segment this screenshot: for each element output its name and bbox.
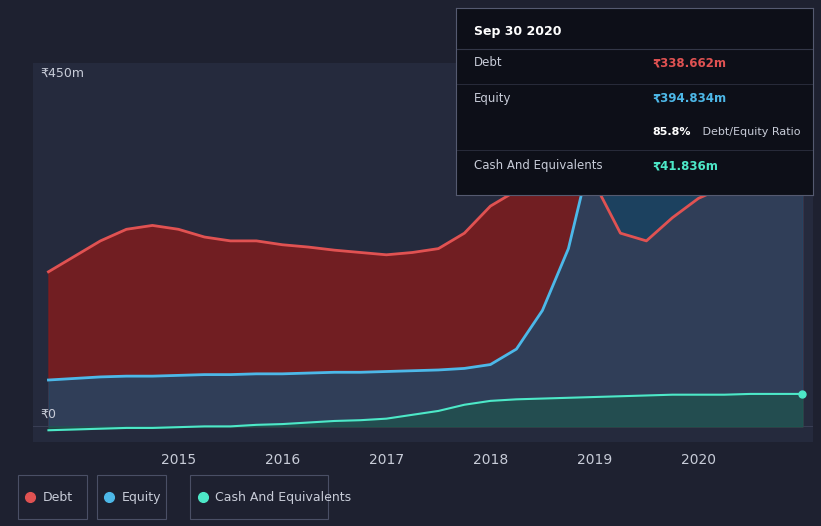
Text: Equity: Equity xyxy=(122,491,161,503)
Text: 85.8%: 85.8% xyxy=(652,127,690,137)
Text: ₹394.834m: ₹394.834m xyxy=(652,92,727,105)
Text: Cash And Equivalents: Cash And Equivalents xyxy=(215,491,351,503)
Text: Equity: Equity xyxy=(474,92,511,105)
Text: Sep 30 2020: Sep 30 2020 xyxy=(474,25,561,38)
Text: ₹0: ₹0 xyxy=(41,408,57,421)
Text: Debt/Equity Ratio: Debt/Equity Ratio xyxy=(699,127,800,137)
Text: ₹41.836m: ₹41.836m xyxy=(652,159,718,172)
Text: ₹338.662m: ₹338.662m xyxy=(652,56,726,69)
Text: Debt: Debt xyxy=(474,56,502,69)
Text: Cash And Equivalents: Cash And Equivalents xyxy=(474,159,602,172)
Text: ₹450m: ₹450m xyxy=(41,67,85,80)
Text: Debt: Debt xyxy=(43,491,73,503)
